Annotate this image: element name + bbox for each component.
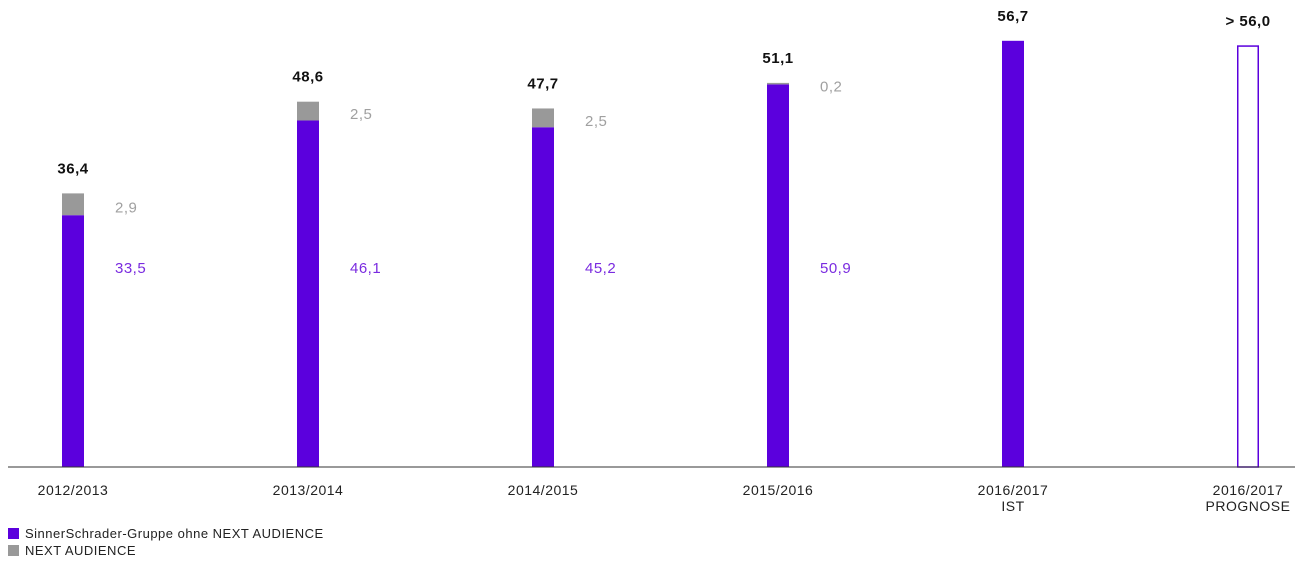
total-label: 56,7 xyxy=(997,8,1028,25)
value-label: 0,2 xyxy=(820,79,842,96)
legend-entry: SinnerSchrader-Gruppe ohne NEXT AUDIENCE xyxy=(8,526,324,541)
legend-entry: NEXT AUDIENCE xyxy=(8,543,136,558)
bar-segment xyxy=(62,215,84,467)
value-label: 2,5 xyxy=(585,113,607,130)
total-label: 36,4 xyxy=(57,160,88,177)
value-label: 45,2 xyxy=(585,260,616,277)
forecast-bar xyxy=(1237,45,1259,468)
total-label: 48,6 xyxy=(292,69,323,86)
bar-segment xyxy=(62,193,84,216)
x-tick-label: 2012/2013 xyxy=(37,482,109,498)
bar-segment xyxy=(1002,40,1024,468)
bar-segment xyxy=(532,108,554,128)
value-label: 2,9 xyxy=(115,199,137,216)
total-label: 47,7 xyxy=(527,75,558,92)
x-tick-label: 2014/2015 xyxy=(507,482,579,498)
bar-segment xyxy=(767,82,789,85)
total-label: > 56,0 xyxy=(1225,13,1270,30)
legend-label: SinnerSchrader-Gruppe ohne NEXT AUDIENCE xyxy=(25,526,324,541)
legend-label: NEXT AUDIENCE xyxy=(25,543,137,558)
bar-segment xyxy=(297,120,319,468)
legend-swatch xyxy=(8,528,19,539)
x-tick-label: 2013/2014 xyxy=(272,482,344,498)
x-tick-label: 2016/2017 PROGNOSE xyxy=(1205,482,1291,514)
value-label: 46,1 xyxy=(350,260,381,277)
bar-segment xyxy=(767,84,789,467)
value-label: 50,9 xyxy=(820,260,851,277)
x-tick-label: 2016/2017 IST xyxy=(977,482,1049,514)
x-tick-label: 2015/2016 xyxy=(742,482,814,498)
bar-segment xyxy=(532,127,554,467)
total-label: 51,1 xyxy=(762,50,793,67)
value-label: 2,5 xyxy=(350,106,372,123)
legend-swatch xyxy=(8,545,19,556)
value-label: 33,5 xyxy=(115,260,146,277)
bar-segment xyxy=(297,101,319,121)
